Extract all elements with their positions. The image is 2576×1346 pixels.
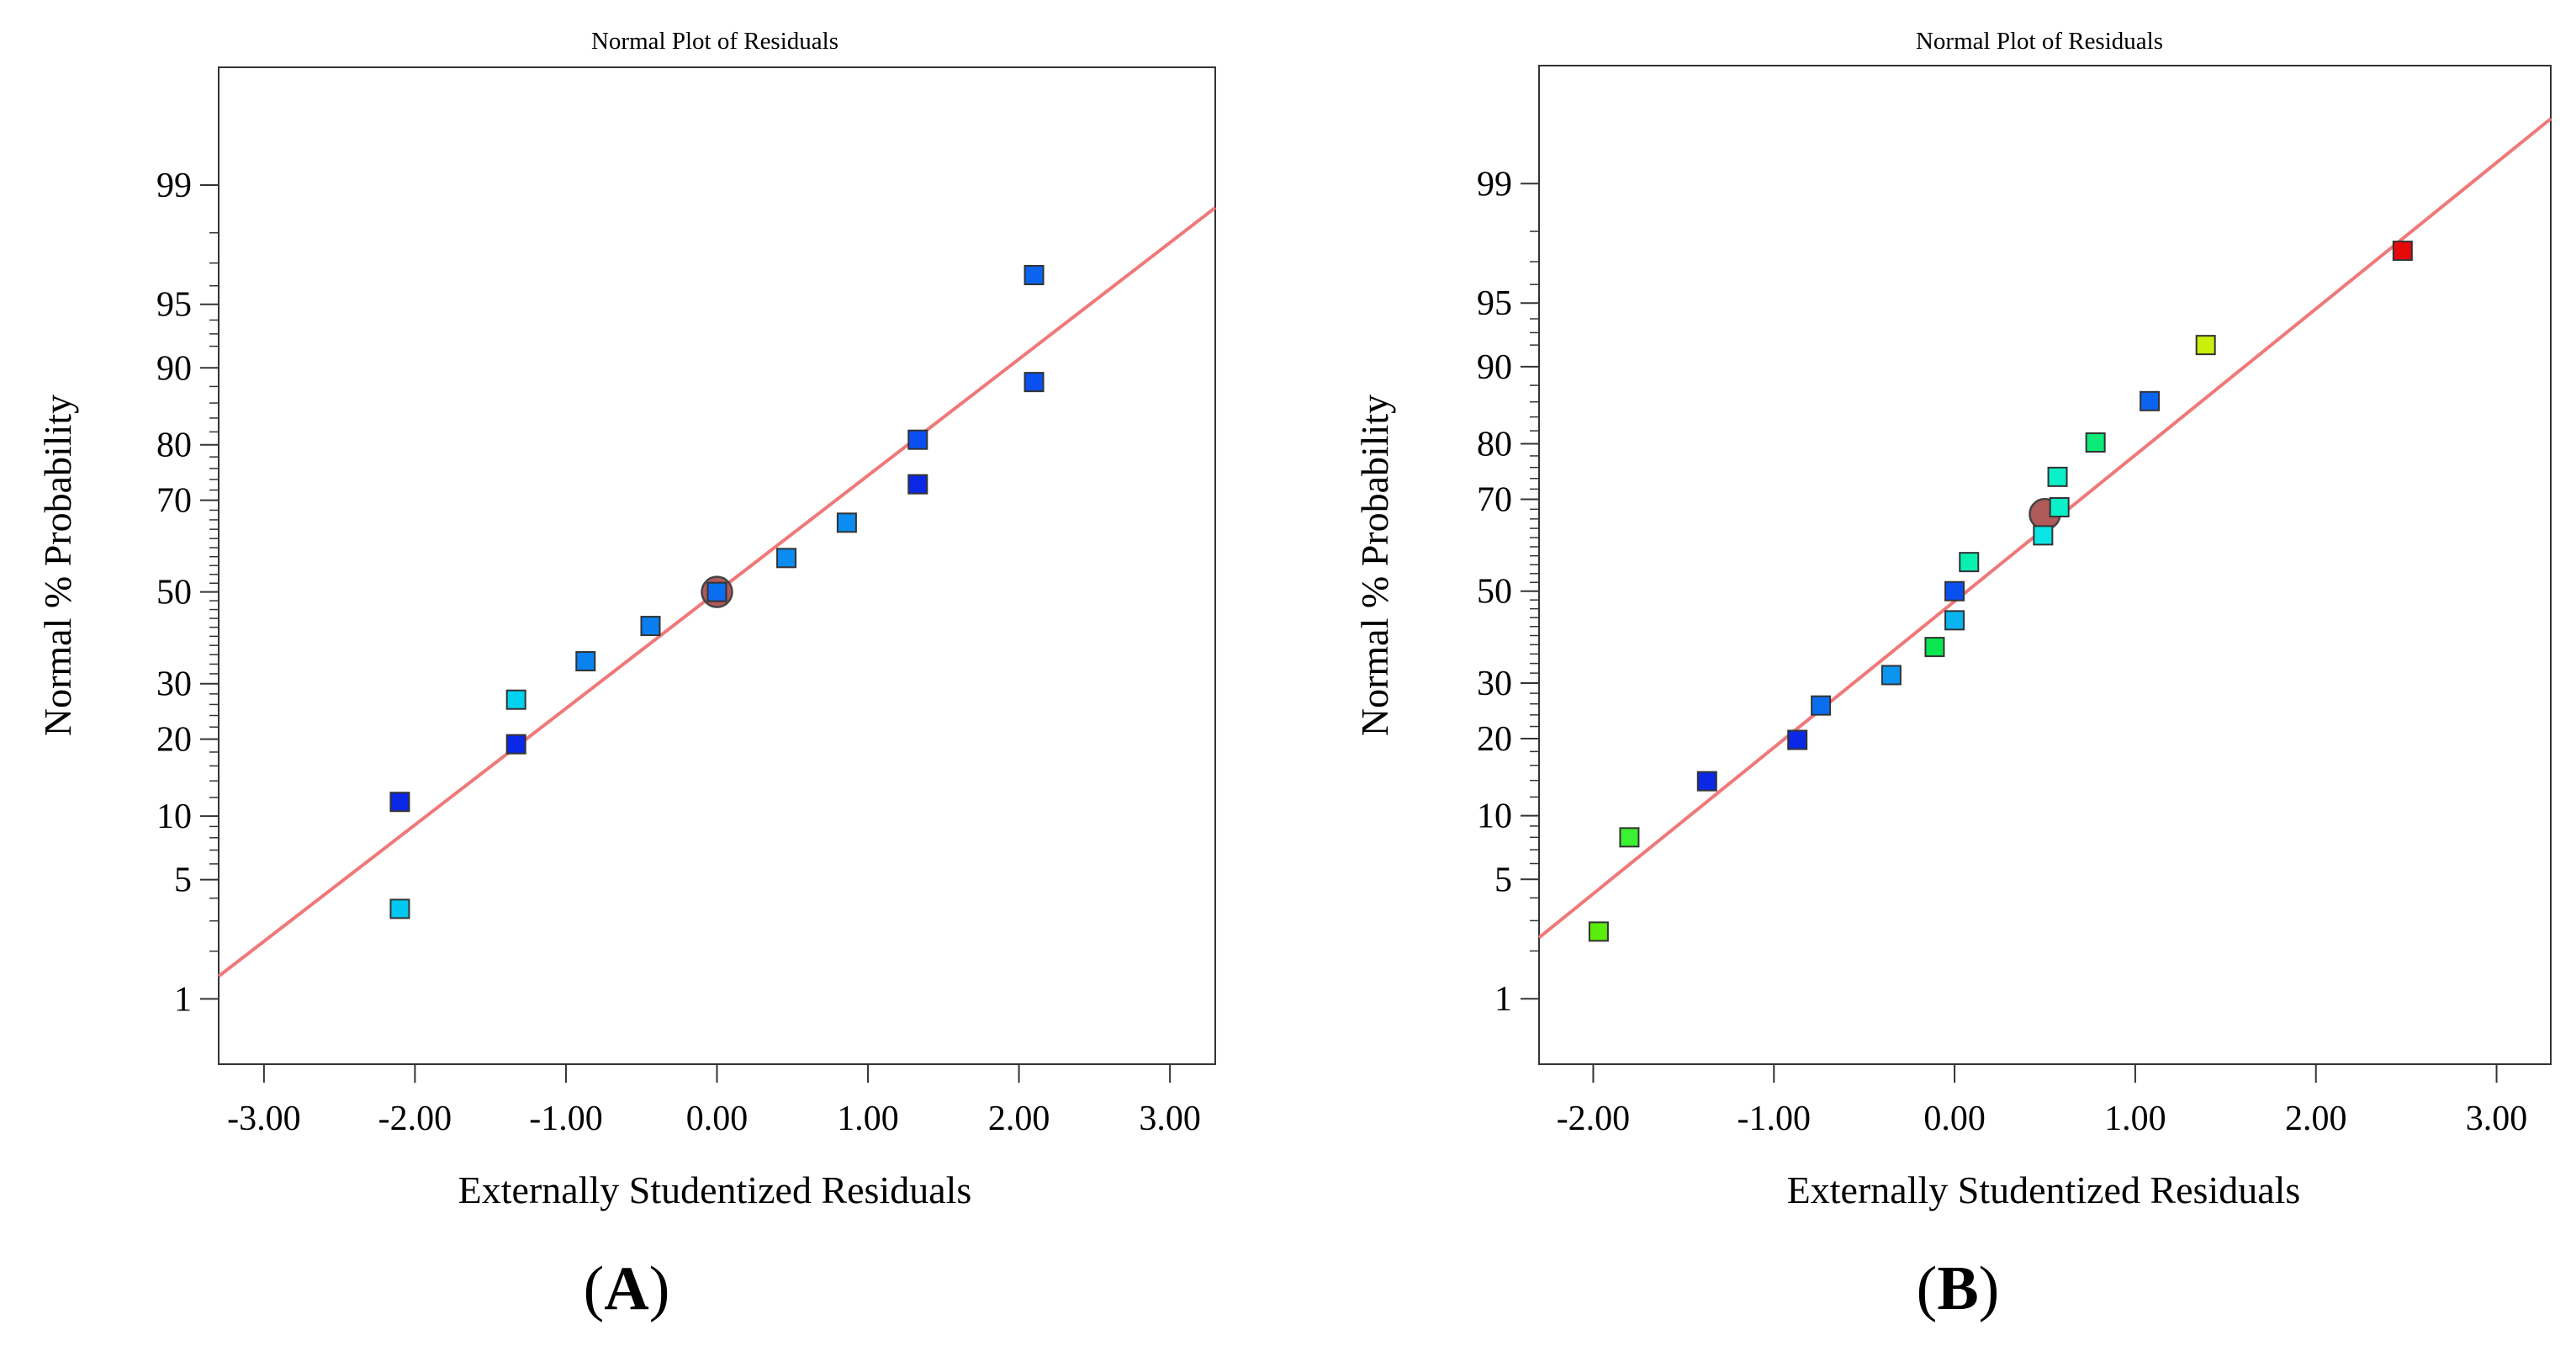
plot-frame bbox=[1538, 65, 2552, 1065]
data-point bbox=[2392, 241, 2413, 262]
x-tick-label: 2.00 bbox=[988, 1100, 1050, 1138]
y-tick-label: 90 bbox=[1477, 348, 1512, 387]
data-point bbox=[907, 474, 928, 495]
y-tick-label: 30 bbox=[156, 665, 192, 704]
data-point bbox=[1880, 665, 1902, 686]
x-axis-label: Externally Studentized Residuals bbox=[1787, 1168, 2301, 1211]
axis-ticks: 1 5 10 20 30 50 70 80 90 95 99 -3.00 -2.00 -1.00 0.00 1… bbox=[156, 167, 1201, 1138]
data-point bbox=[1024, 372, 1045, 393]
y-tick-label: 70 bbox=[156, 482, 192, 521]
y-tick-label: 5 bbox=[1494, 861, 1512, 899]
y-tick-label: 99 bbox=[156, 167, 192, 205]
chart-title: Normal Plot of Residuals bbox=[1916, 28, 2163, 55]
panel-letter: A bbox=[604, 1254, 648, 1323]
data-point bbox=[2049, 497, 2070, 518]
y-axis-label: Normal % Probability bbox=[1353, 395, 1396, 736]
x-tick-label: 0.00 bbox=[1923, 1100, 1986, 1138]
data-point bbox=[1619, 827, 1640, 848]
plot-frame bbox=[218, 66, 1216, 1065]
data-points bbox=[389, 264, 1045, 919]
data-point bbox=[2140, 390, 2161, 411]
panel-label: (B) bbox=[1917, 1254, 2000, 1323]
data-point bbox=[389, 792, 410, 813]
x-tick-label: 3.00 bbox=[2466, 1100, 2528, 1138]
data-point bbox=[907, 429, 928, 450]
panel-letter: B bbox=[1937, 1254, 1978, 1323]
data-point bbox=[1696, 771, 1717, 792]
data-point bbox=[640, 616, 661, 637]
y-tick-label: 1 bbox=[1494, 980, 1512, 1019]
data-point bbox=[1944, 610, 1965, 631]
data-point bbox=[1787, 729, 1808, 750]
y-tick-label: 10 bbox=[156, 798, 192, 836]
x-tick-label: -1.00 bbox=[1738, 1100, 1812, 1138]
panel-a: Normal Plot of Residuals 1 5 10 20 30 50 70 80 9… bbox=[36, 28, 1217, 1323]
y-tick-label: 50 bbox=[1477, 573, 1512, 612]
data-point bbox=[2047, 466, 2068, 487]
y-tick-label: 95 bbox=[1477, 284, 1512, 323]
data-point bbox=[575, 651, 596, 672]
data-points bbox=[1588, 241, 2413, 942]
y-tick-label: 90 bbox=[156, 349, 192, 388]
x-tick-label: -1.00 bbox=[529, 1100, 603, 1138]
x-tick-label: 1.00 bbox=[837, 1100, 899, 1138]
x-tick-label: 0.00 bbox=[686, 1100, 748, 1138]
data-point bbox=[505, 689, 526, 710]
data-point bbox=[389, 898, 410, 919]
data-point bbox=[1944, 580, 1965, 601]
y-tick-label: 80 bbox=[156, 427, 192, 465]
y-tick-label: 50 bbox=[156, 574, 192, 612]
y-tick-label: 1 bbox=[174, 980, 192, 1019]
axis-ticks: 1 5 10 20 30 50 70 80 90 95 99 -2.00 -1.00 0.00 1.00 2.… bbox=[1477, 165, 2527, 1138]
data-point bbox=[2033, 525, 2054, 546]
y-tick-label: 20 bbox=[156, 721, 192, 760]
data-point bbox=[1924, 637, 1945, 658]
y-axis-label: Normal % Probability bbox=[36, 395, 79, 736]
data-point bbox=[776, 548, 797, 569]
data-point bbox=[2085, 432, 2106, 453]
data-point bbox=[1811, 695, 1832, 716]
data-point bbox=[1959, 552, 1980, 573]
data-point bbox=[505, 734, 526, 755]
x-tick-label: -2.00 bbox=[1557, 1100, 1631, 1138]
x-tick-label: -3.00 bbox=[227, 1100, 301, 1138]
x-tick-label: -2.00 bbox=[378, 1100, 452, 1138]
x-tick-label: 3.00 bbox=[1139, 1100, 1201, 1138]
y-tick-label: 10 bbox=[1477, 798, 1512, 836]
y-tick-label: 70 bbox=[1477, 481, 1512, 520]
x-tick-label: 2.00 bbox=[2285, 1100, 2347, 1138]
y-tick-label: 99 bbox=[1477, 165, 1512, 204]
data-point bbox=[2195, 335, 2216, 356]
y-tick-label: 30 bbox=[1477, 665, 1512, 703]
y-tick-label: 80 bbox=[1477, 425, 1512, 464]
x-tick-label: 1.00 bbox=[2104, 1100, 2166, 1138]
panel-label: (A) bbox=[584, 1254, 670, 1323]
y-tick-label: 20 bbox=[1477, 720, 1512, 759]
x-axis-label: Externally Studentized Residuals bbox=[458, 1168, 972, 1211]
data-point bbox=[1024, 264, 1045, 285]
panel-b: Normal Plot of Residuals 1 5 10 20 30 50 70 80 9… bbox=[1353, 28, 2552, 1323]
y-tick-label: 95 bbox=[156, 286, 192, 325]
y-tick-label: 5 bbox=[174, 861, 192, 900]
data-point bbox=[1588, 921, 1609, 942]
chart-title: Normal Plot of Residuals bbox=[591, 28, 838, 55]
data-point bbox=[836, 512, 857, 533]
data-point bbox=[706, 581, 727, 602]
